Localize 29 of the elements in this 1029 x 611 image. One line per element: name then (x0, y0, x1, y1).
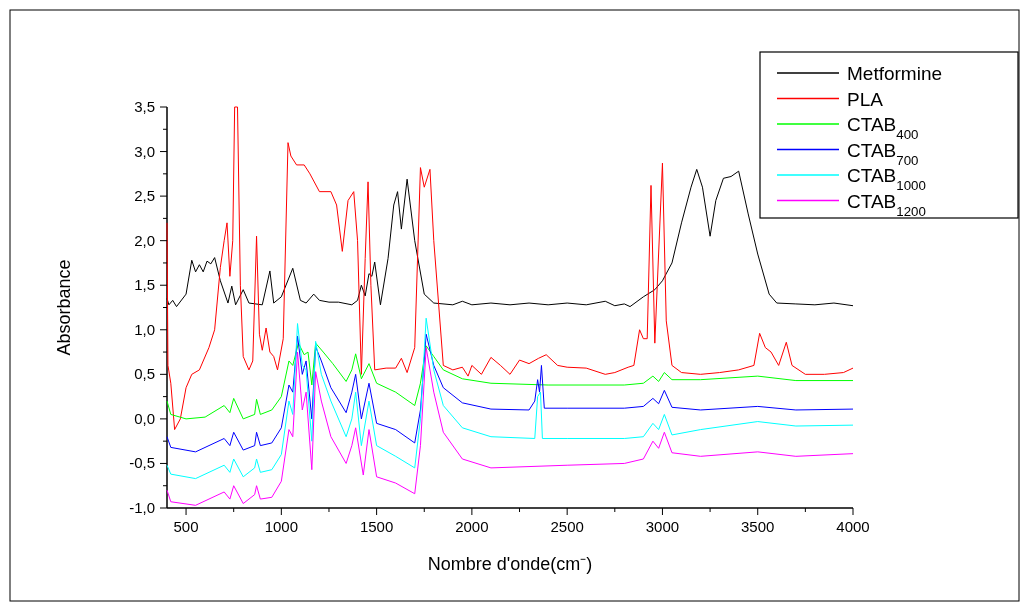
y-tick-label: 3,0 (134, 142, 155, 160)
y-tick-label: -1,0 (129, 499, 155, 516)
x-tick-label: 1000 (264, 518, 299, 535)
y-tick-label: 1,0 (134, 320, 155, 338)
legend-label: CTAB$_{1200}$ (847, 190, 926, 218)
y-tick-label: 3,5 (134, 98, 155, 115)
x-tick-label: 3500 (741, 518, 775, 535)
y-tick-label: 2,0 (134, 231, 155, 249)
y-tick-label: 0,0 (134, 409, 155, 427)
line-series (166, 317, 854, 480)
legend-label: CTAB$_{400}$ (847, 114, 919, 142)
y-axis-title: Absorbance (54, 259, 74, 356)
y-tick-label: 0,5 (134, 365, 155, 383)
line-series (166, 342, 854, 420)
x-tick-label: 4000 (836, 518, 870, 535)
x-axis-title: Nombre d'onde(cm⁻) (427, 554, 593, 574)
y-tick-label: -0,5 (129, 454, 155, 472)
x-tick-label: 2500 (550, 518, 584, 535)
x-tick-label: 2000 (455, 518, 489, 535)
x-tick-label: 1500 (359, 518, 394, 535)
x-tick-label: 3000 (645, 518, 680, 535)
legend-label: CTAB$_{700}$ (847, 139, 919, 167)
y-tick-label: 2,5 (134, 187, 155, 205)
legend-label: Metformine (847, 63, 943, 84)
legend-label: PLA (847, 88, 884, 110)
legend-label: CTAB$_{1000}$ (847, 165, 926, 193)
x-tick-label: 500 (173, 518, 199, 535)
y-tick-label: 1,5 (134, 276, 155, 294)
line-series (166, 333, 854, 453)
